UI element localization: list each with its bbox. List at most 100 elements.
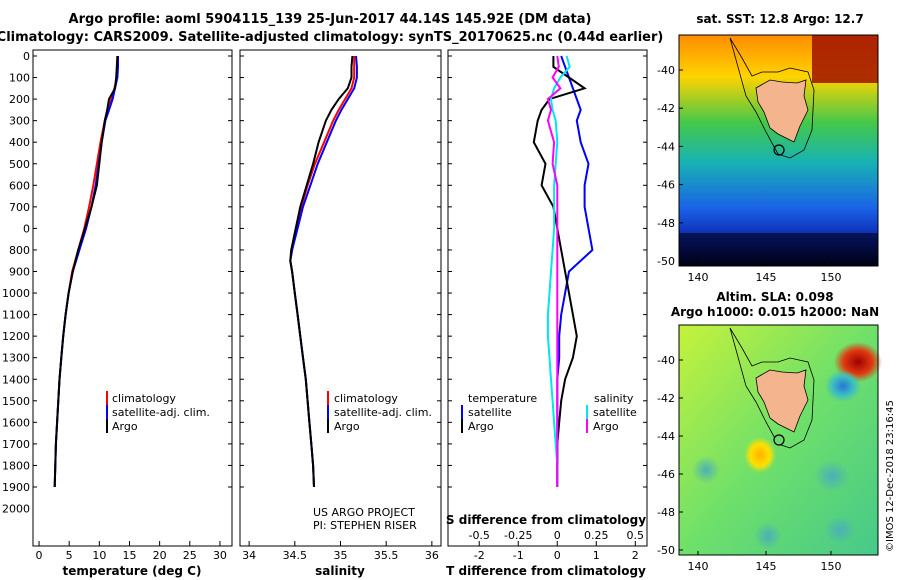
sla-map-frame — [678, 324, 879, 556]
s-tick-label: 0.5 — [627, 529, 645, 542]
depth-tick-label: 900 — [9, 266, 30, 279]
sla-map-title-line1: Altim. SLA: 0.098 — [716, 290, 833, 304]
figure-title-line1: Argo profile: aoml 5904115_139 25-Jun-20… — [69, 12, 592, 27]
difference-profile-panel: -2 -1 0 1 2 T difference from climatology S … — [446, 49, 648, 578]
s-difference-tick-labels: -0.5 -0.25 0 0.25 0.5 — [468, 529, 644, 542]
legend-satellite-label: satellite-adj. clim. — [334, 406, 432, 419]
x-tick-label: 15 — [122, 549, 136, 562]
sst-lat-ticks: -40 -42 -44 -46 -48 -50 — [657, 64, 683, 268]
legend-temperature-title: temperature — [468, 392, 537, 405]
s-tick-label: 0.25 — [584, 529, 609, 542]
salinity-plot-frame — [239, 49, 442, 547]
pi-annotation: PI: STEPHEN RISER — [313, 519, 417, 532]
legend-argo-label: Argo — [112, 420, 138, 433]
depth-tick-label: 1100 — [2, 309, 30, 322]
salinity-xlabel: salinity — [315, 564, 365, 578]
depth-tick-label: 100 — [9, 72, 30, 85]
depth-tick-label: 1300 — [2, 352, 30, 365]
x-tick-label: 35 — [334, 549, 348, 562]
depth-tick-label: 0 — [23, 50, 30, 63]
sst-lon-ticks: 140 145 150 — [688, 262, 842, 284]
depth-tick-label: 1900 — [2, 481, 30, 494]
sla-lat-ticks: -40 -42 -44 -46 -48 -50 — [657, 354, 683, 557]
series-line-salinity-satellite — [546, 55, 571, 487]
sst-bathymetry-contour — [729, 37, 815, 159]
argo-float-marker — [773, 434, 785, 446]
series-line-salinity-argo — [546, 55, 562, 487]
legend-satellite-label: satellite-adj. clim. — [112, 406, 210, 419]
lon-tick-label: 150 — [821, 271, 842, 284]
lon-tick-label: 145 — [756, 560, 777, 573]
s-tick-label: -0.5 — [468, 529, 489, 542]
temperature-legend: climatology satellite-adj. clim. Argo — [106, 391, 210, 433]
figure-title-line2: Climatology: CARS2009. Satellite-adjuste… — [0, 30, 663, 45]
s-tick-label: 0 — [554, 529, 561, 542]
sst-cold-patch — [679, 233, 878, 266]
lat-tick-label: -48 — [657, 506, 675, 519]
lat-tick-label: -50 — [657, 255, 675, 268]
depth-axis-labels: 0 100 200 300 400 500 600 700 0 800 900 1000 1100 120… — [2, 50, 30, 516]
depth-tick-label: 800 — [9, 244, 30, 257]
lon-tick-label: 145 — [756, 271, 777, 284]
project-annotation: US ARGO PROJECT — [313, 506, 415, 519]
x-tick-label: 20 — [153, 549, 167, 562]
s-tick-label: -0.25 — [504, 529, 532, 542]
depth-tick-label: 0 — [23, 222, 30, 235]
legend-climatology-label: climatology — [112, 392, 176, 405]
lat-tick-label: -40 — [657, 64, 675, 77]
depth-tick-label: 1000 — [2, 287, 30, 300]
sla-yellow-blob — [744, 437, 776, 473]
x-tick-label: -1 — [513, 549, 524, 562]
temperature-plot-frame — [32, 49, 233, 547]
legend-climatology-label: climatology — [334, 392, 398, 405]
series-line-temperature-argo — [532, 56, 587, 487]
lon-tick-label: 150 — [821, 560, 842, 573]
x-tick-label: 0 — [554, 549, 561, 562]
x-tick-label: 34 — [242, 549, 256, 562]
lon-tick-label: 140 — [688, 560, 709, 573]
sla-bathymetry-contour — [729, 327, 815, 449]
sla-map: Altim. SLA: 0.098 Argo h1000: 0.015 h200… — [657, 290, 882, 573]
depth-tick-label: 500 — [9, 158, 30, 171]
difference-legend-right: salinity satellite Argo — [586, 392, 637, 433]
depth-tick-label: 1400 — [2, 373, 30, 386]
x-tick-label: 10 — [92, 549, 106, 562]
depth-tick-label: 1500 — [2, 395, 30, 408]
salinity-profile-panel: 34 34.5 35 35.5 36 salinity climatology sate… — [239, 49, 442, 578]
x-tick-label: 1 — [593, 549, 600, 562]
s-difference-axis-label: S difference from climatology — [446, 513, 646, 527]
lat-tick-label: -46 — [657, 468, 675, 481]
x-tick-label: 35.5 — [374, 549, 399, 562]
x-tick-label: 34.5 — [283, 549, 308, 562]
lat-tick-label: -44 — [657, 140, 675, 153]
depth-tick-label: 400 — [9, 136, 30, 149]
x-tick-label: 2 — [632, 549, 639, 562]
depth-tick-label: 1600 — [2, 416, 30, 429]
x-tick-label: 5 — [66, 549, 73, 562]
depth-tick-label: 2000 — [2, 503, 30, 516]
series-line-argo — [53, 55, 119, 488]
legend-s-satellite-label: satellite — [593, 406, 637, 419]
legend-t-satellite-label: satellite — [468, 406, 512, 419]
sla-cyan-blob — [754, 522, 782, 550]
sla-cyan-blob — [824, 516, 856, 544]
sla-cyan-blob — [692, 456, 720, 484]
sst-warm-patch — [812, 35, 878, 83]
x-tick-label: -2 — [474, 549, 485, 562]
sst-map-title: sat. SST: 12.8 Argo: 12.7 — [696, 12, 863, 26]
difference-plot-frame — [447, 49, 648, 547]
sla-cyan-blob — [814, 460, 850, 492]
x-tick-label: 30 — [213, 549, 227, 562]
difference-legend-left: temperature satellite Argo — [461, 392, 537, 433]
lat-tick-label: -50 — [657, 544, 675, 557]
legend-s-argo-label: Argo — [593, 420, 619, 433]
sst-map-frame — [678, 34, 879, 267]
x-tick-label: 25 — [183, 549, 197, 562]
lat-tick-label: -42 — [657, 392, 675, 405]
legend-salinity-title: salinity — [594, 392, 634, 405]
series-line-satellite-adj-clim- — [53, 56, 119, 488]
sla-lon-ticks: 140 145 150 — [688, 551, 842, 573]
argo-float-marker — [773, 144, 785, 156]
series-line-argo — [289, 55, 354, 488]
depth-tick-label: 1700 — [2, 438, 30, 451]
